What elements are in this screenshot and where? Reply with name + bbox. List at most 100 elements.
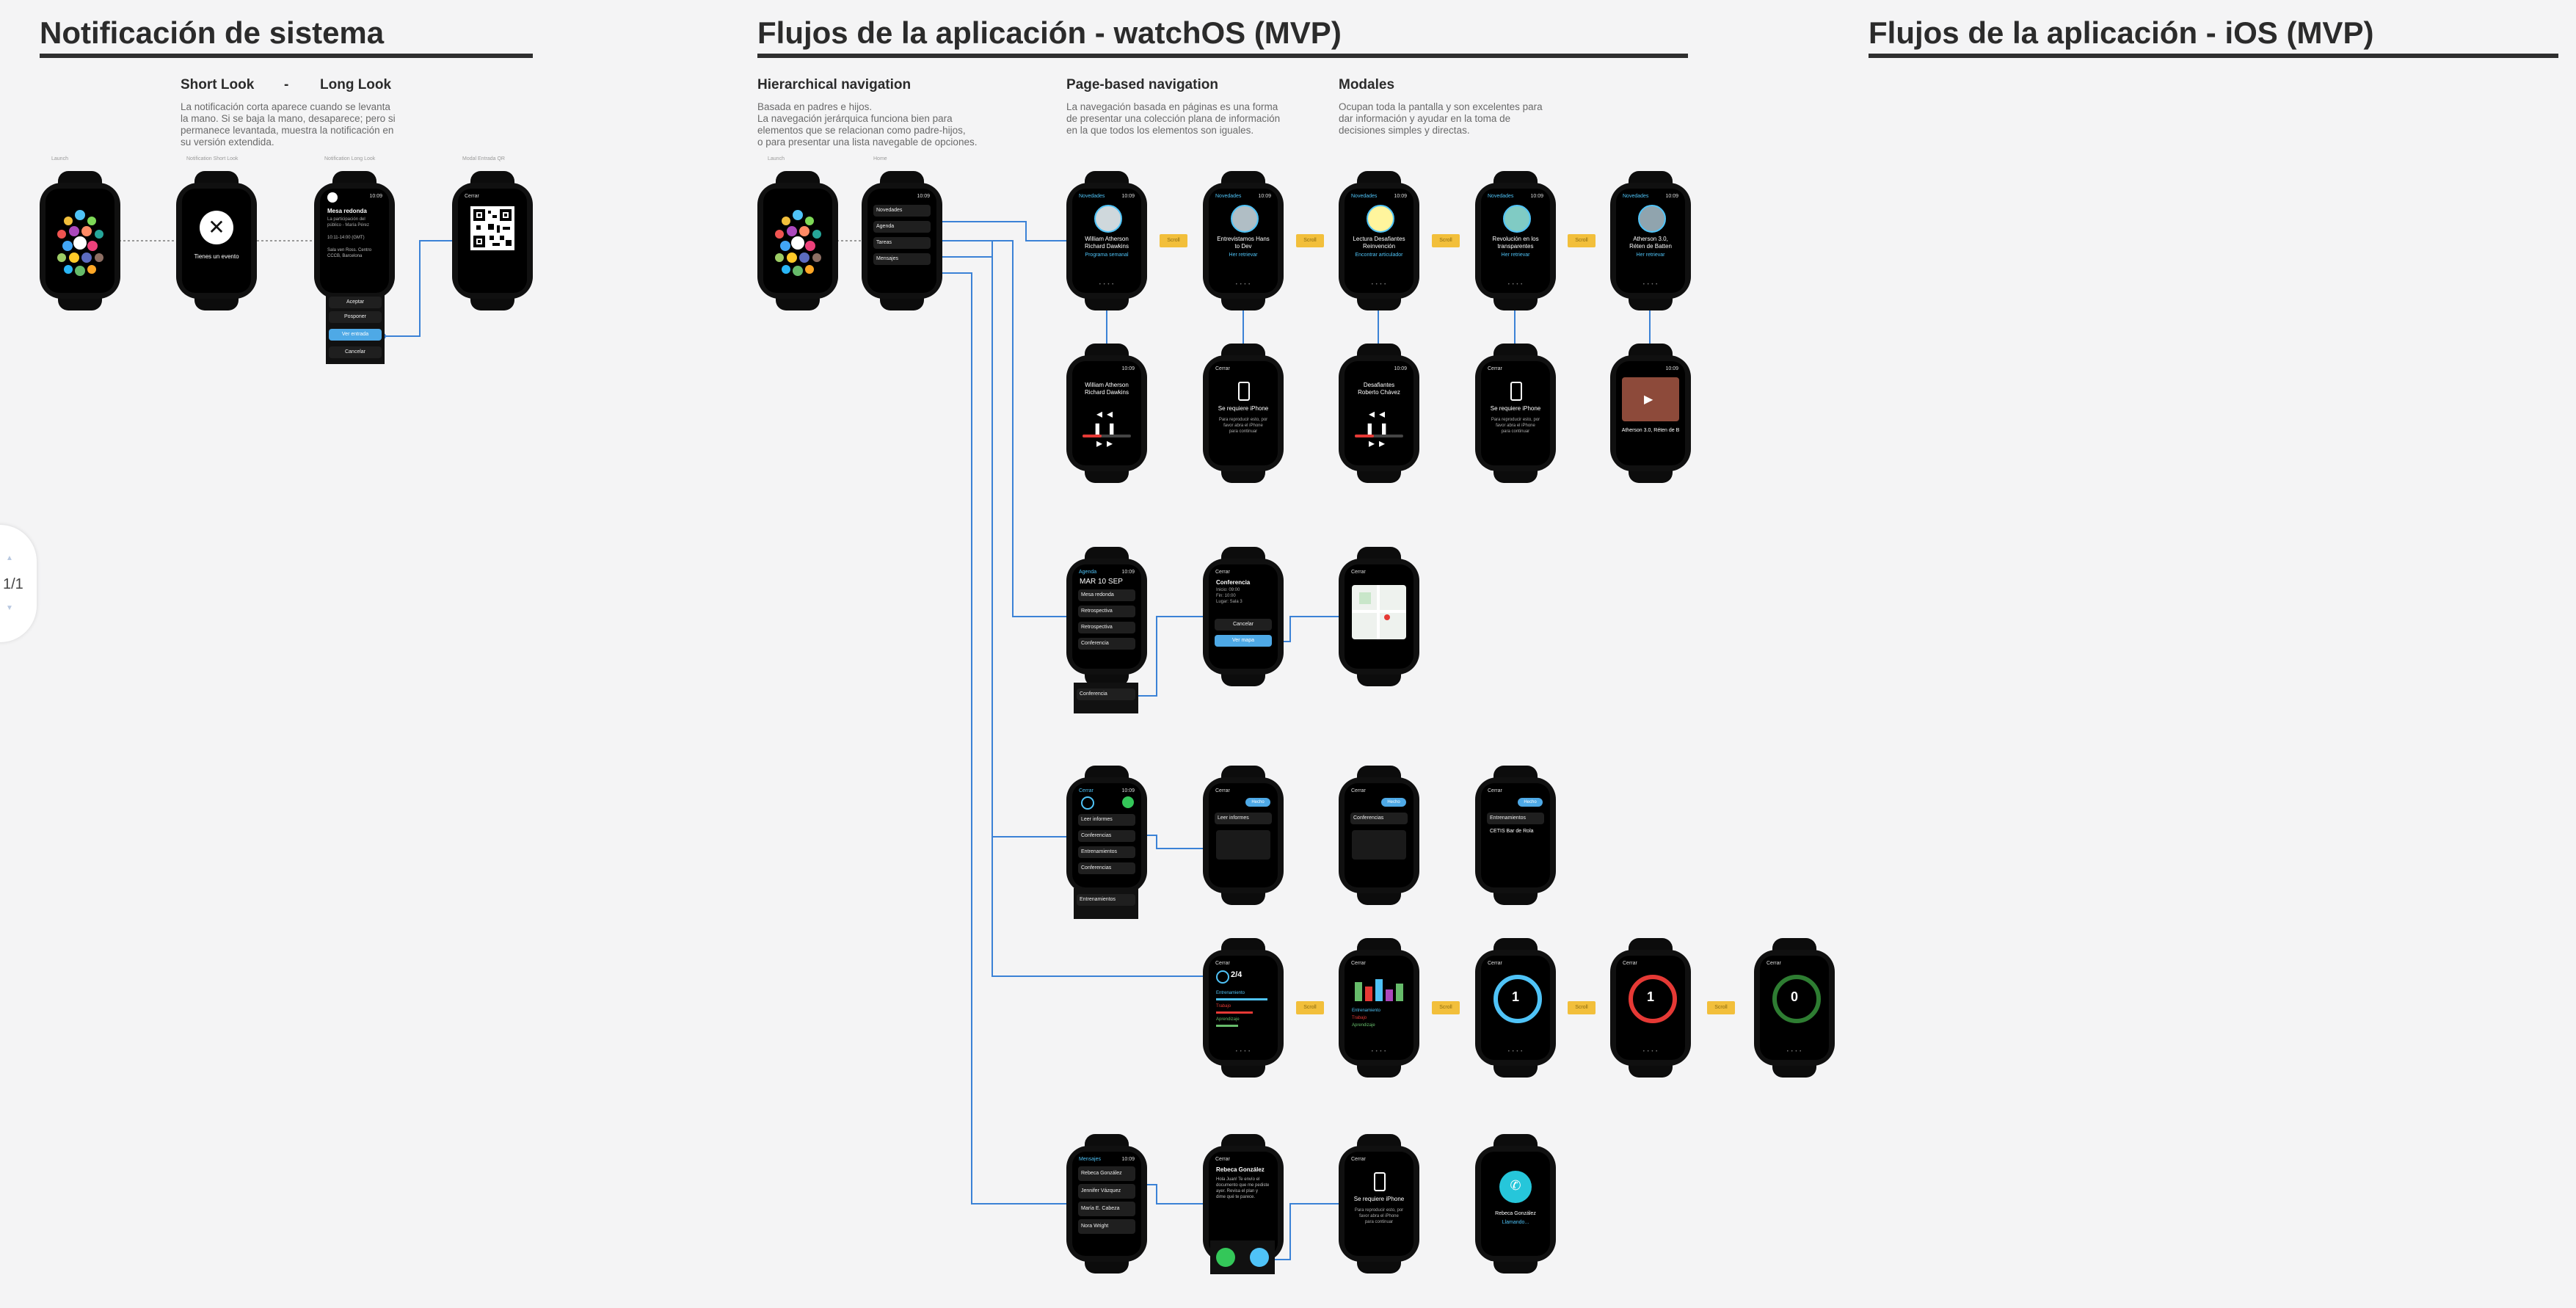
message-item[interactable]: María E. Cabeza <box>1078 1202 1135 1216</box>
play-icon[interactable]: ▶ <box>1644 393 1653 406</box>
logo-mark: ✕ <box>208 216 225 239</box>
notification-info-time: 10:11-14:00 (GMT) <box>327 236 365 240</box>
close-button[interactable]: Cerrar <box>1215 570 1230 575</box>
screen-label: Launch <box>768 156 785 161</box>
watch-agenda-detail: Cerrar Conferencia Inicio: 09:00 Fin: 10… <box>1203 547 1284 686</box>
call-button[interactable] <box>1250 1248 1269 1267</box>
back-button[interactable]: Agenda <box>1079 570 1097 575</box>
playback-controls[interactable]: ◂◂ ❚❚ ▸▸ <box>1364 408 1394 450</box>
close-button[interactable]: Cerrar <box>1351 788 1366 793</box>
task-detail-body <box>1216 830 1270 860</box>
page-indicator: • • • • <box>1642 283 1659 287</box>
task-item[interactable]: Entrenamientos <box>1078 846 1135 858</box>
watch-progress-chart: Cerrar Entrenamiento Trabajo Aprendizaje… <box>1339 938 1419 1078</box>
modals-description: Ocupan toda la pantalla y son excelentes… <box>1339 101 1543 136</box>
clock: 10:09 <box>1121 1157 1135 1162</box>
agenda-date: MAR 10 SEP <box>1080 578 1123 586</box>
map-view[interactable] <box>1352 585 1406 639</box>
chevron-up-icon[interactable]: ▲ <box>6 554 13 562</box>
menu-item-mensajes[interactable]: Mensajes <box>873 253 931 265</box>
task-item[interactable]: Entrenamientos <box>1077 894 1135 906</box>
close-button[interactable]: Cerrar <box>1351 570 1366 575</box>
task-item[interactable]: Leer informes <box>1078 814 1135 826</box>
watch-short-look: ✕ Tienes un evento <box>176 171 257 310</box>
done-toggle[interactable]: Hecho <box>1518 798 1543 807</box>
done-toggle[interactable]: Hecho <box>1245 798 1270 807</box>
speaker-avatar <box>1094 205 1122 233</box>
back-button[interactable]: Novedades <box>1488 194 1514 199</box>
view-map-button[interactable]: Ver mapa <box>1215 635 1272 647</box>
watch-requires-iphone-1: Cerrar Se requiere iPhone Para reproduci… <box>1203 344 1284 483</box>
notification-title: Mesa redonda <box>327 208 367 214</box>
close-button[interactable]: Cerrar <box>1215 961 1230 966</box>
message-item[interactable]: Jennifer Vázquez <box>1078 1184 1135 1199</box>
screen-label: Modal Entrada QR <box>462 156 505 161</box>
close-button[interactable]: Cerrar <box>1767 961 1781 966</box>
done-toggle[interactable]: Hecho <box>1381 798 1406 807</box>
qr-code-icon <box>470 206 514 250</box>
agenda-item[interactable]: Conferencia <box>1078 638 1135 650</box>
app-grid-icon[interactable] <box>763 189 832 293</box>
action-cancel-button[interactable]: Cancelar <box>329 346 382 358</box>
close-button[interactable]: Cerrar <box>1215 366 1230 371</box>
watch-task-detail-1: Cerrar Hecho Leer informes <box>1203 766 1284 905</box>
cancel-event-button[interactable]: Cancelar <box>1215 619 1272 631</box>
close-button[interactable]: Cerrar <box>1488 961 1502 966</box>
event-line: Fin: 10:00 <box>1216 594 1236 598</box>
agenda-item[interactable]: Retrospectiva <box>1078 606 1135 617</box>
watch-now-playing-1: 10:09 William Atherson Richard Dawkins ◂… <box>1066 344 1147 483</box>
volume-slider[interactable] <box>1083 435 1131 437</box>
close-button[interactable]: Cerrar <box>1351 961 1366 966</box>
back-button[interactable]: Novedades <box>1623 194 1649 199</box>
app-grid-icon[interactable] <box>46 189 114 293</box>
close-button[interactable]: Cerrar <box>1623 961 1637 966</box>
close-button[interactable]: Cerrar <box>1215 1157 1230 1162</box>
close-button[interactable]: Cerrar <box>465 194 479 199</box>
phone-icon <box>1499 1171 1532 1203</box>
back-button[interactable]: Novedades <box>1215 194 1242 199</box>
video-thumbnail[interactable] <box>1622 377 1679 421</box>
chevron-down-icon[interactable]: ▼ <box>6 604 13 612</box>
close-button[interactable]: Cerrar <box>1488 788 1502 793</box>
ring-value: 0 <box>1790 989 1798 1004</box>
agenda-item[interactable]: Retrospectiva <box>1078 622 1135 633</box>
page-navigator[interactable]: ▲ 1/1 ▼ <box>0 525 37 642</box>
task-item[interactable]: Conferencias <box>1078 830 1135 842</box>
menu-item-agenda[interactable]: Agenda <box>873 221 931 233</box>
heading-dash: - <box>284 77 289 92</box>
watch-progress-ring-blue: Cerrar 1 • • • • <box>1475 938 1556 1078</box>
action-postpone-button[interactable]: Posponer <box>329 311 382 323</box>
close-button[interactable]: Cerrar <box>1215 788 1230 793</box>
action-view-ticket-button[interactable]: Ver entrada <box>329 329 382 341</box>
playback-controls[interactable]: ◂◂ ❚❚ ▸▸ <box>1092 408 1121 450</box>
close-button[interactable]: Cerrar <box>1351 1157 1366 1162</box>
message-item[interactable]: Nora Wright <box>1078 1219 1135 1234</box>
reply-button[interactable] <box>1216 1248 1235 1267</box>
back-button[interactable]: Novedades <box>1079 194 1105 199</box>
menu-item-tareas[interactable]: Tareas <box>873 237 931 249</box>
agenda-item[interactable]: Mesa redonda <box>1078 589 1135 601</box>
page-count: 1/1 <box>3 576 23 592</box>
clock: 10:09 <box>1394 366 1407 371</box>
back-button[interactable]: Mensajes <box>1079 1157 1101 1162</box>
legend-item: Trabajo <box>1352 1016 1367 1020</box>
watch-calling: ✆ Rebeca González Llamando... <box>1475 1134 1556 1274</box>
watch-agenda-list: Agenda 10:09 MAR 10 SEP Mesa redonda Ret… <box>1066 547 1147 686</box>
menu-item-novedades[interactable]: Novedades <box>873 205 931 217</box>
close-button[interactable]: Cerrar <box>1488 366 1502 371</box>
back-button[interactable]: Cerrar <box>1079 788 1094 793</box>
task-item[interactable]: Conferencias <box>1078 862 1135 874</box>
clock: 10:09 <box>1121 570 1135 575</box>
add-button[interactable] <box>1122 796 1134 808</box>
back-button[interactable]: Novedades <box>1351 194 1378 199</box>
requires-iphone-desc: Para reproducir esto, por favor abra el … <box>1354 1208 1404 1224</box>
page-swipe-chip: Scroll <box>1160 234 1187 247</box>
message-item[interactable]: Rebeca González <box>1078 1166 1135 1181</box>
ring-value: 1 <box>1511 989 1519 1004</box>
agenda-overflow: Conferencia <box>1074 683 1138 713</box>
action-accept-button[interactable]: Aceptar <box>329 297 382 308</box>
volume-slider[interactable] <box>1355 435 1403 437</box>
watch-progress-ring-green: Cerrar 0 • • • • <box>1754 938 1835 1078</box>
legend-item: Aprendizaje <box>1216 1017 1240 1022</box>
agenda-item[interactable]: Conferencia <box>1077 688 1135 700</box>
